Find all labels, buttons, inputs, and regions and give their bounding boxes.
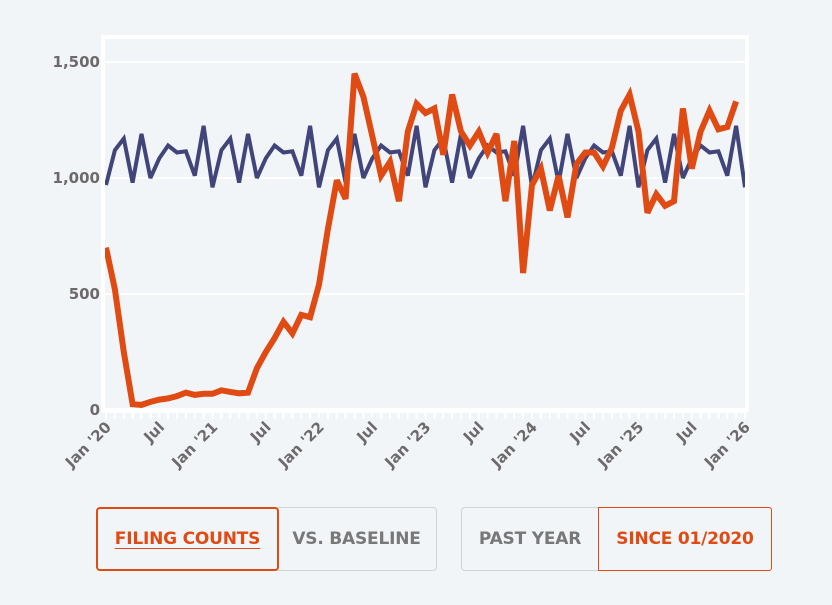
x-tick-label: Jul	[353, 418, 382, 447]
past-year-button[interactable]: PAST YEAR	[461, 507, 598, 571]
vs-baseline-button[interactable]: VS. BASELINE	[277, 507, 437, 571]
x-tick-label: Jan '22	[274, 418, 328, 472]
x-tick-label: Jan '23	[381, 418, 435, 472]
x-tick-label: Jul	[672, 418, 701, 447]
x-tick-label: Jan '25	[594, 418, 648, 472]
x-tick-label: Jan '21	[168, 418, 222, 472]
plot-frame	[101, 35, 749, 412]
x-tick-label: Jul	[459, 418, 488, 447]
series-line-baseline	[105, 125, 745, 188]
filing-counts-button[interactable]: FILING COUNTS	[96, 507, 279, 571]
metric-toggle: FILING COUNTS VS. BASELINE	[96, 507, 437, 571]
y-tick-label: 0	[90, 401, 100, 419]
x-tick-label: Jan '26	[700, 418, 754, 472]
y-tick-label: 500	[69, 285, 100, 303]
x-tick-label: Jul	[566, 418, 595, 447]
series-line-filing-counts	[105, 72, 739, 408]
x-tick-label: Jan '20	[61, 418, 115, 472]
y-tick-label: 1,500	[53, 53, 100, 71]
x-tick-label: Jan '24	[487, 418, 541, 472]
x-tick-label: Jul	[140, 418, 169, 447]
since-2020-button[interactable]: SINCE 01/2020	[598, 507, 772, 571]
y-tick-label: 1,000	[53, 169, 100, 187]
x-tick-label: Jul	[246, 418, 275, 447]
range-toggle: PAST YEAR SINCE 01/2020	[461, 507, 772, 571]
